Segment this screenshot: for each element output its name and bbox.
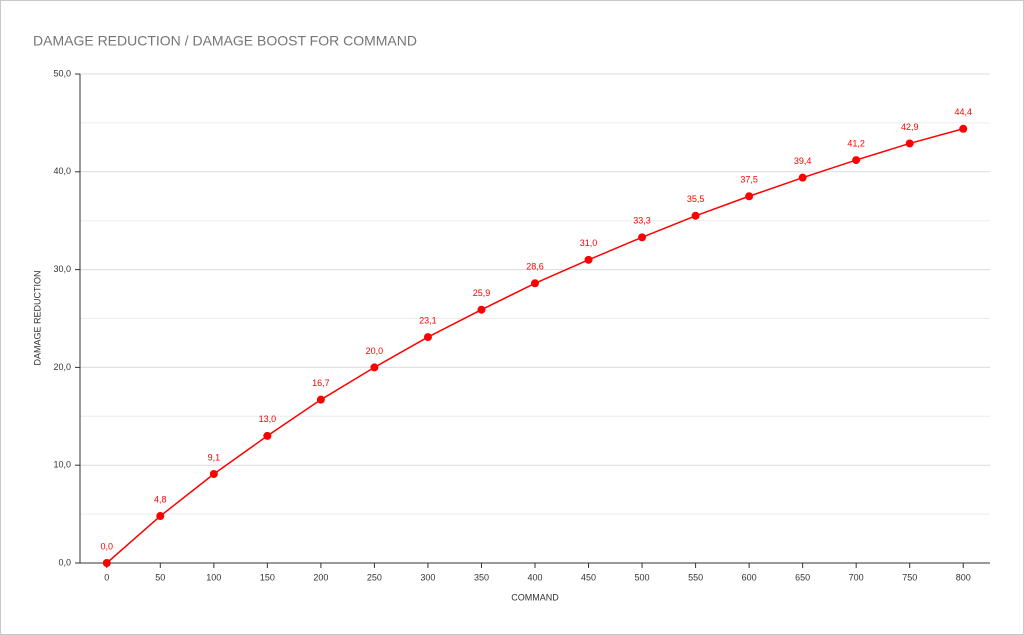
point	[691, 211, 700, 220]
x-tick-label: 600	[742, 572, 757, 582]
value-label: 9,1	[208, 452, 221, 462]
point	[584, 255, 593, 264]
x-tick-label: 650	[795, 572, 810, 582]
point	[316, 395, 325, 404]
x-tick-label: 400	[527, 572, 542, 582]
point	[852, 156, 861, 165]
chart-title: DAMAGE REDUCTION / DAMAGE BOOST FOR COMM…	[33, 33, 417, 49]
point	[370, 363, 379, 372]
x-tick-label: 550	[688, 572, 703, 582]
y-tick-label: 10,0	[53, 460, 71, 470]
point	[798, 173, 807, 182]
point	[745, 192, 754, 201]
y-axis-label: DAMAGE REDUCTION	[32, 270, 42, 365]
point	[102, 559, 111, 567]
value-label: 20,0	[366, 346, 384, 356]
x-tick-label: 250	[367, 572, 382, 582]
x-tick-label: 200	[313, 572, 328, 582]
value-label: 0,0	[101, 541, 114, 551]
point	[477, 305, 486, 314]
point	[531, 279, 539, 288]
y-tick-label: 50,0	[53, 68, 71, 78]
y-tick-label: 0,0	[58, 557, 71, 567]
point	[905, 139, 914, 148]
x-tick-label: 150	[260, 572, 275, 582]
x-tick-label: 800	[956, 572, 971, 582]
point	[959, 124, 968, 133]
value-label: 16,7	[312, 378, 330, 388]
x-tick-label: 50	[155, 572, 165, 582]
value-label: 39,4	[794, 156, 812, 166]
x-tick-label: 450	[581, 572, 596, 582]
value-label: 41,2	[847, 138, 865, 148]
value-label: 25,9	[473, 288, 491, 298]
value-label: 28,6	[526, 262, 544, 272]
x-tick-label: 500	[635, 572, 650, 582]
value-label: 42,9	[901, 122, 919, 132]
value-label: 35,5	[687, 194, 705, 204]
point	[156, 512, 165, 521]
x-tick-label: 300	[420, 572, 435, 582]
x-tick-label: 100	[206, 572, 221, 582]
value-label: 37,5	[740, 175, 758, 185]
point	[209, 470, 218, 479]
x-tick-label: 700	[849, 572, 864, 582]
x-tick-label: 750	[902, 572, 917, 582]
y-tick-label: 30,0	[53, 264, 71, 274]
y-tick-label: 40,0	[53, 166, 71, 176]
value-label: 13,0	[259, 414, 277, 424]
point	[638, 233, 647, 242]
value-label: 33,3	[633, 216, 651, 226]
value-label: 44,4	[954, 107, 972, 117]
value-label: 4,8	[154, 494, 167, 504]
point	[263, 431, 272, 440]
x-tick-label: 0	[104, 572, 109, 582]
y-tick-label: 20,0	[53, 362, 71, 372]
x-tick-label: 350	[474, 572, 489, 582]
x-axis-label: COMMAND	[511, 592, 559, 602]
value-label: 23,1	[419, 315, 437, 325]
value-label: 31,0	[580, 238, 598, 248]
point	[423, 333, 432, 342]
